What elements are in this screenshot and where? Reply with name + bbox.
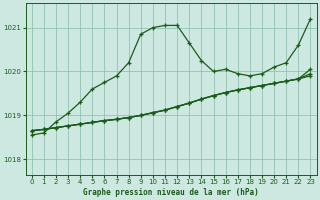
X-axis label: Graphe pression niveau de la mer (hPa): Graphe pression niveau de la mer (hPa): [83, 188, 259, 197]
